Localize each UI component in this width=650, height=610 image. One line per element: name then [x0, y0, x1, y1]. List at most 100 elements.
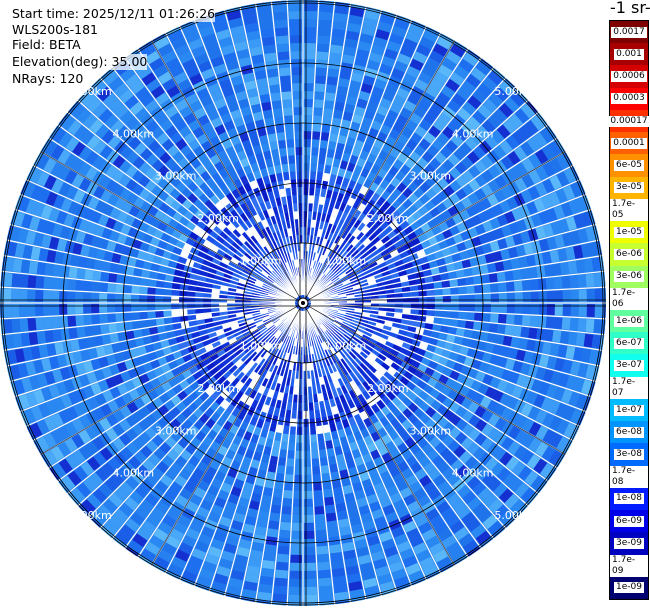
- ppi-cell: [303, 99, 313, 108]
- ppi-cell: [521, 315, 531, 326]
- ppi-cell: [492, 344, 503, 355]
- ppi-cell: [565, 216, 577, 231]
- ppi-cell: [124, 275, 133, 285]
- ppi-cell: [239, 463, 250, 474]
- ppi-cell: [132, 356, 143, 367]
- ppi-cell: [585, 364, 597, 380]
- ppi-cell: [292, 83, 303, 92]
- ppi-cell: [277, 276, 285, 284]
- ppi-cell: [216, 349, 226, 358]
- ppi-cell: [354, 106, 366, 117]
- ppi-cell: [221, 44, 235, 56]
- ppi-cell: [25, 361, 37, 376]
- ppi-cell: [480, 155, 494, 169]
- ppi-cell: [131, 312, 140, 321]
- ppi-cell: [585, 273, 595, 287]
- ppi-cell: [264, 332, 272, 340]
- ppi-cell: [367, 535, 380, 547]
- ppi-cell: [312, 211, 317, 220]
- ppi-cell: [117, 331, 127, 342]
- ppi-cell: [586, 288, 595, 302]
- ppi-cell: [199, 204, 210, 215]
- ppi-cell: [86, 493, 102, 509]
- ppi-cell: [27, 275, 37, 288]
- ppi-cell: [99, 282, 108, 292]
- ppi-cell: [188, 320, 198, 327]
- ppi-cell: [434, 296, 443, 303]
- ppi-cell: [209, 230, 219, 240]
- ppi-cell: [127, 539, 143, 554]
- ray-separator: [309, 164, 574, 300]
- ppi-cell: [56, 381, 68, 396]
- ppi-cell: [108, 98, 123, 113]
- colorbar-tick-label: 0.0006: [611, 71, 647, 83]
- ppi-cell: [232, 272, 241, 279]
- ppi-cell: [445, 140, 458, 153]
- ppi-cell: [237, 351, 247, 359]
- ppi-cell: [273, 407, 281, 417]
- ppi-cell: [281, 246, 287, 255]
- ppi-cell: [482, 352, 493, 363]
- ppi-cell: [93, 335, 104, 347]
- ppi-cell: [367, 320, 377, 327]
- ppi-cell: [538, 354, 550, 368]
- ppi-cell: [222, 240, 232, 249]
- ppi-cell: [204, 407, 215, 418]
- ppi-cell: [315, 75, 326, 85]
- ppi-cell: [275, 124, 285, 133]
- ppi-cell: [562, 290, 571, 302]
- ppi-cell: [107, 313, 116, 323]
- ppi-cell: [119, 174, 131, 187]
- ppi-cell: [310, 155, 318, 164]
- ppi-cell: [109, 230, 120, 242]
- ppi-cell: [378, 307, 387, 312]
- ppi-cell: [320, 323, 327, 331]
- ppi-cell: [167, 337, 178, 346]
- ppi-cell: [268, 335, 276, 344]
- ppi-cell: [362, 334, 371, 341]
- ppi-cell: [179, 106, 193, 118]
- ppi-cell: [529, 279, 539, 291]
- ppi-cell: [101, 462, 116, 477]
- ppi-cell: [315, 361, 321, 370]
- ppi-cell: [19, 304, 28, 317]
- ppi-cell: [476, 125, 490, 139]
- ppi-cell: [256, 263, 265, 271]
- ppi-cell: [205, 210, 215, 220]
- ppi-cell: [286, 328, 292, 336]
- ppi-cell: [27, 318, 37, 331]
- ppi-cell: [294, 123, 303, 132]
- ppi-cell: [20, 332, 31, 347]
- ppi-cell: [377, 366, 387, 375]
- ppi-cell: [308, 203, 314, 212]
- ppi-cell: [86, 456, 101, 471]
- ppi-cell: [371, 508, 384, 520]
- ppi-cell: [526, 339, 536, 352]
- ppi-cell: [353, 387, 362, 397]
- ppi-cell: [253, 284, 262, 290]
- ppi-cell: [206, 362, 216, 371]
- ppi-cell: [103, 498, 118, 514]
- ppi-cell: [269, 84, 280, 94]
- ppi-cell: [254, 204, 262, 214]
- ppi-cell: [416, 379, 427, 390]
- ppi-cell: [188, 139, 200, 151]
- ppi-cell: [265, 279, 273, 285]
- ppi-cell: [374, 516, 387, 528]
- ppi-cell: [431, 411, 443, 423]
- ppi-cell: [29, 167, 43, 184]
- ppi-cell: [218, 131, 230, 143]
- ppi-cell: [315, 67, 327, 77]
- ppi-cell: [314, 513, 326, 523]
- ppi-cell: [431, 370, 442, 381]
- ppi-cell: [197, 250, 207, 259]
- ppi-cell: [413, 542, 428, 555]
- ppi-cell: [234, 554, 248, 565]
- ppi-cell: [568, 391, 581, 407]
- ppi-cell: [359, 278, 368, 285]
- ppi-cell: [514, 445, 528, 460]
- ppi-cell: [494, 403, 506, 417]
- ppi-cell: [105, 217, 117, 230]
- ppi-cell: [225, 213, 235, 223]
- ppi-cell: [189, 273, 199, 281]
